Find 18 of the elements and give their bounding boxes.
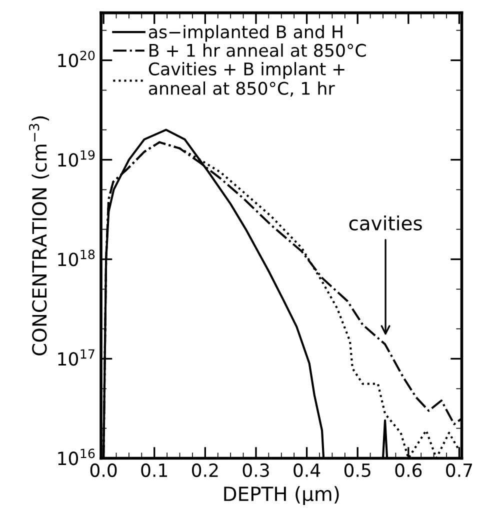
x-tick-label: 0.3 <box>242 463 269 478</box>
y-tick-label: 10$^{17}$ <box>58 349 94 366</box>
legend-label: B + 1 hr anneal at 850°C <box>150 43 366 57</box>
x-tick-label: 0.2 <box>192 463 218 478</box>
y-axis-title: CONCENTRATION (cm$^{−3}$) <box>28 116 50 356</box>
y-tick-label: 10$^{19}$ <box>58 150 95 167</box>
legend-label: as−implanted B and H <box>148 24 342 42</box>
x-axis-title: DEPTH (μm) <box>224 486 339 505</box>
legend-label: Cavities + B implant + anneal at 850°C, 1 hr <box>148 62 344 97</box>
x-tick-label: 0.4 <box>294 463 320 478</box>
y-tick-label: 10$^{20}$ <box>58 50 95 68</box>
x-tick-label: 0.5 <box>344 463 370 478</box>
x-tick-label: 0.1 <box>141 463 168 478</box>
annotation: cavities <box>349 215 422 231</box>
x-tick-label: 0.7 <box>446 463 472 478</box>
y-tick-label: 10$^{18}$ <box>58 250 95 266</box>
x-tick-label: 0.6 <box>395 463 422 478</box>
x-tick-label: 0.0 <box>90 463 117 478</box>
